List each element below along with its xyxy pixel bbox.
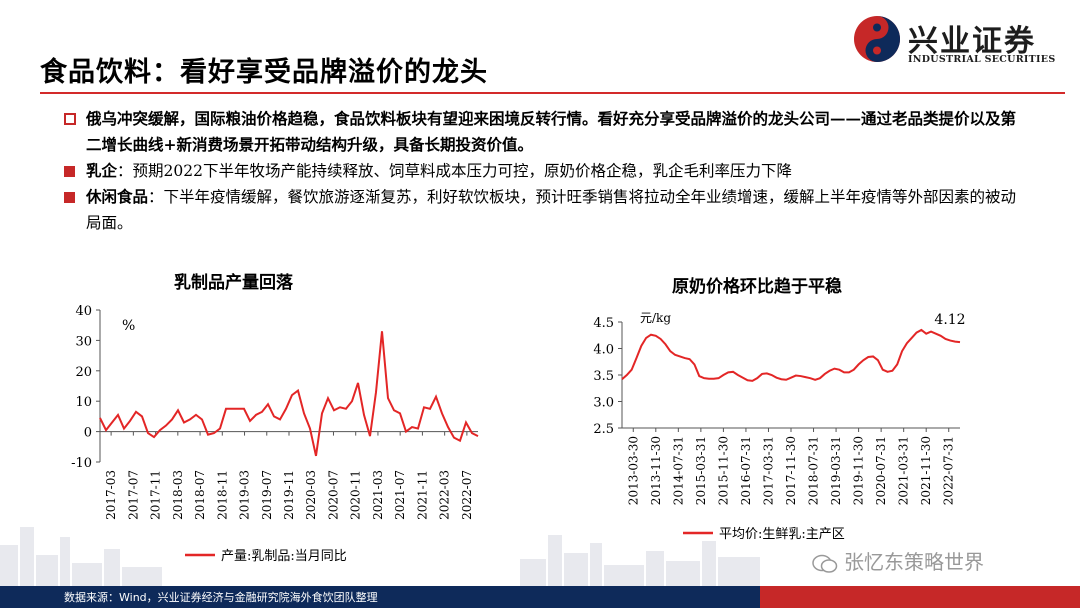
logo-mark-icon bbox=[854, 16, 900, 62]
y-tick-label: 0 bbox=[84, 426, 92, 441]
y-tick-label: 2.5 bbox=[593, 422, 614, 437]
y-tick-label: -10 bbox=[71, 456, 92, 471]
x-tick-label: 2019-11-30 bbox=[852, 436, 866, 505]
x-tick-label: 2018-07 bbox=[193, 470, 207, 520]
x-tick-label: 2016-07-31 bbox=[739, 436, 753, 505]
solid-square-bullet-icon bbox=[64, 192, 75, 203]
logo-chinese-name: 兴业证券 bbox=[908, 24, 1036, 59]
y-tick-label: 30 bbox=[75, 334, 92, 349]
city-skyline-decoration bbox=[0, 527, 760, 587]
bullet-list: 俄乌冲突缓解，国际粮油价格趋稳，食品饮料板块有望迎来困境反转行情。看好充分享受品… bbox=[64, 106, 1024, 236]
x-tick-label: 2019-07 bbox=[260, 470, 274, 520]
x-tick-label: 2018-03 bbox=[171, 470, 185, 520]
x-tick-label: 2017-11 bbox=[149, 470, 163, 520]
bullet-snacks-text: ：下半年疫情缓解，餐饮旅游逐渐复苏，利好软饮板块，预计旺季销售将拉动全年业绩增速… bbox=[86, 188, 1017, 232]
bullet-dairy: 乳企：预期2022下半年牧场产能持续释放、饲草料成本压力可控，原奶价格企稳，乳企… bbox=[64, 158, 1024, 184]
bullet-main-text: 俄乌冲突缓解，国际粮油价格趋稳，食品饮料板块有望迎来困境反转行情。看好充分享受品… bbox=[86, 109, 1017, 154]
x-tick-label: 2013-11-30 bbox=[649, 436, 663, 505]
x-tick-label: 2022-03 bbox=[438, 470, 452, 520]
x-tick-label: 2014-07-31 bbox=[671, 436, 685, 505]
x-tick-label: 2019-11 bbox=[282, 470, 296, 520]
x-tick-label: 2017-07 bbox=[126, 470, 140, 520]
x-tick-label: 2021-03 bbox=[371, 470, 385, 520]
page-title: 食品饮料：看好享受品牌溢价的龙头 bbox=[40, 57, 488, 88]
x-tick-label: 2018-11 bbox=[215, 470, 229, 520]
chart-left-title: 乳制品产量回落 bbox=[174, 273, 293, 293]
x-tick-label: 2021-11-30 bbox=[919, 436, 933, 505]
watermark: 张忆东策略世界 bbox=[812, 546, 984, 575]
x-tick-label: 2021-07 bbox=[393, 470, 407, 520]
x-tick-label: 2015-03-31 bbox=[694, 436, 708, 505]
title-divider bbox=[40, 92, 1065, 94]
chart-right-title: 原奶价格环比趋于平稳 bbox=[672, 277, 842, 297]
x-tick-label: 2017-03 bbox=[104, 470, 118, 520]
x-tick-label: 2015-11-30 bbox=[716, 436, 730, 505]
y-tick-label: 20 bbox=[75, 365, 92, 380]
x-tick-label: 2021-03-31 bbox=[897, 436, 911, 505]
x-tick-label: 2021-11 bbox=[415, 470, 429, 520]
x-tick-label: 2020-07-31 bbox=[874, 436, 888, 505]
x-tick-label: 2013-03-30 bbox=[626, 436, 640, 505]
company-logo: 兴业证券 INDUSTRIAL SECURITIES bbox=[852, 14, 1072, 70]
x-tick-label: 2022-07-31 bbox=[942, 436, 956, 505]
y-tick-label: 3.5 bbox=[593, 369, 614, 384]
wechat-icon bbox=[812, 554, 838, 574]
x-tick-label: 2020-11 bbox=[349, 470, 363, 520]
watermark-text: 张忆东策略世界 bbox=[844, 550, 984, 574]
logo-english-name: INDUSTRIAL SECURITIES bbox=[908, 54, 1056, 65]
x-tick-label: 2019-03 bbox=[238, 470, 252, 520]
x-tick-label: 2017-11-30 bbox=[784, 436, 798, 505]
bullet-snacks-label: 休闲食品 bbox=[86, 187, 149, 206]
y-tick-label: 4.0 bbox=[593, 343, 614, 358]
y-tick-label: 10 bbox=[75, 395, 92, 410]
unit-label: % bbox=[122, 318, 135, 334]
data-source-note: 数据来源：Wind，兴业证券经济与金融研究院海外食饮团队整理 bbox=[64, 591, 378, 604]
series-line bbox=[99, 331, 479, 457]
x-tick-label: 2019-03-31 bbox=[829, 436, 843, 505]
x-tick-label: 2018-07-31 bbox=[807, 436, 821, 505]
x-tick-label: 2017-03-31 bbox=[761, 436, 775, 505]
footer-band bbox=[0, 586, 760, 608]
y-tick-label: 4.5 bbox=[593, 316, 614, 331]
unit-label: 元/kg bbox=[640, 311, 671, 325]
series-line bbox=[621, 328, 961, 382]
bullet-snacks: 休闲食品：下半年疫情缓解，餐饮旅游逐渐复苏，利好软饮板块，预计旺季销售将拉动全年… bbox=[64, 184, 1024, 236]
bullet-main: 俄乌冲突缓解，国际粮油价格趋稳，食品饮料板块有望迎来困境反转行情。看好充分享受品… bbox=[64, 106, 1024, 158]
bullet-dairy-text: ：预期2022下半年牧场产能持续释放、饲草料成本压力可控，原奶价格企稳，乳企毛利… bbox=[117, 162, 792, 180]
bullet-dairy-label: 乳企 bbox=[86, 161, 118, 180]
x-tick-label: 2020-07 bbox=[326, 470, 340, 520]
footer: 数据来源：Wind，兴业证券经济与金融研究院海外食饮团队整理 bbox=[0, 586, 1080, 608]
x-tick-label: 2020-03 bbox=[304, 470, 318, 520]
y-tick-label: 40 bbox=[75, 304, 92, 319]
last-value-label: 4.12 bbox=[934, 312, 965, 328]
y-tick-label: 3.0 bbox=[593, 396, 614, 411]
x-tick-label: 2022-07 bbox=[460, 470, 474, 520]
hollow-square-bullet-icon bbox=[64, 113, 76, 125]
solid-square-bullet-icon bbox=[64, 166, 75, 177]
footer-accent bbox=[760, 586, 1080, 608]
